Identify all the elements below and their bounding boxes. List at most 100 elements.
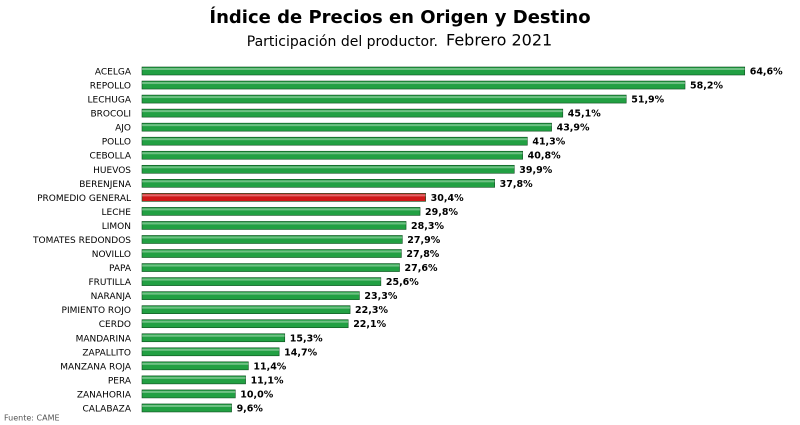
category-label: FRUTILLA [88, 278, 131, 288]
bar [141, 319, 349, 329]
bar-shine [142, 264, 400, 267]
category-label: MANZANA ROJA [60, 362, 132, 372]
category-label: PERA [108, 376, 132, 386]
value-label: 11,4% [253, 361, 286, 372]
bar-shine [142, 82, 686, 85]
bar-shine [142, 278, 381, 281]
value-label: 14,7% [284, 347, 317, 358]
bar-shine [142, 306, 351, 309]
category-label: HUEVOS [93, 166, 131, 176]
value-label: 41,3% [532, 137, 565, 148]
bar-shine [142, 404, 232, 407]
category-label: PROMEDIO GENERAL [37, 194, 131, 204]
value-label: 28,3% [411, 221, 444, 232]
category-label: ACELGA [95, 68, 132, 78]
bar [141, 235, 403, 244]
category-label: CEBOLLA [90, 152, 132, 162]
bar-shine [142, 68, 745, 70]
value-label: 27,6% [405, 263, 438, 274]
value-label: 29,8% [425, 207, 458, 218]
category-label: NARANJA [91, 292, 132, 302]
bar [141, 389, 236, 399]
value-label: 30,4% [431, 193, 464, 204]
value-label: 25,6% [386, 277, 419, 288]
bar-shine [142, 376, 246, 379]
bar [141, 361, 249, 371]
value-label: 40,8% [528, 151, 561, 162]
value-label: 39,9% [519, 165, 552, 176]
category-label: MANDARINA [76, 334, 132, 344]
bar-shine [142, 110, 563, 113]
value-label: 9,6% [237, 403, 264, 414]
bar [141, 94, 627, 104]
chart-title: Índice de Precios en Origen y Destino [209, 6, 590, 28]
chart-subtitle-date: Febrero 2021 [446, 31, 552, 50]
bar [141, 122, 552, 132]
value-label: 64,6% [750, 67, 783, 78]
bar-shine [142, 320, 349, 323]
bar-shine [142, 166, 515, 169]
bar [141, 375, 246, 385]
value-label: 10,0% [240, 389, 273, 400]
value-label: 23,3% [364, 291, 397, 302]
bar [141, 263, 400, 272]
value-label: 27,9% [407, 235, 440, 246]
bar [141, 66, 746, 76]
category-label: CALABAZA [83, 404, 132, 414]
bar-shine [142, 194, 426, 197]
category-label: ZANAHORIA [77, 390, 132, 400]
bar-shine [142, 180, 495, 183]
value-label: 58,2% [690, 81, 723, 92]
category-label: PIMIENTO ROJO [62, 306, 131, 316]
bar [141, 179, 495, 188]
bar-shine [142, 348, 280, 351]
bar-shine [142, 362, 249, 365]
category-label: LECHE [102, 208, 132, 218]
bar [141, 347, 280, 357]
bar-shine [142, 138, 528, 141]
value-label: 51,9% [631, 95, 664, 106]
value-label: 22,1% [353, 319, 386, 330]
bar [141, 108, 564, 118]
category-label: BROCOLI [90, 110, 131, 120]
bar-shine [142, 334, 285, 337]
category-label: PAPA [109, 264, 132, 274]
category-label: LIMON [102, 222, 131, 232]
bar [141, 193, 426, 202]
category-label: AJO [115, 124, 131, 134]
category-label: ZAPALLITO [82, 348, 131, 358]
bar [141, 403, 232, 413]
bar-shine [142, 96, 627, 99]
bar [141, 207, 421, 216]
bar [141, 277, 382, 286]
category-label: POLLO [102, 138, 131, 148]
source: Fuente: CAME [4, 414, 60, 423]
chart-subtitle: Participación del productor. [247, 34, 438, 50]
bar [141, 164, 515, 174]
category-label: LECHUGA [88, 96, 132, 106]
category-label: BERENJENA [79, 180, 132, 190]
bar [141, 136, 528, 146]
bar [141, 305, 351, 314]
bar [141, 150, 523, 160]
value-label: 27,8% [406, 249, 439, 260]
bar-shine [142, 124, 552, 127]
category-label: CERDO [99, 320, 131, 330]
value-label: 37,8% [500, 179, 533, 190]
category-label: REPOLLO [90, 82, 131, 92]
bar-shine [142, 222, 407, 225]
bar-shine [142, 390, 236, 393]
bar [141, 249, 402, 258]
bar-shine [142, 152, 523, 155]
value-label: 15,3% [290, 333, 323, 344]
category-label: NOVILLO [92, 250, 131, 260]
value-label: 22,3% [355, 305, 388, 316]
bar-shine [142, 250, 402, 253]
bar [141, 291, 360, 300]
bar-shine [142, 292, 360, 295]
category-label: TOMATES REDONDOS [32, 236, 131, 246]
bar-shine [142, 208, 421, 211]
value-label: 11,1% [251, 375, 284, 386]
bar-shine [142, 236, 403, 239]
